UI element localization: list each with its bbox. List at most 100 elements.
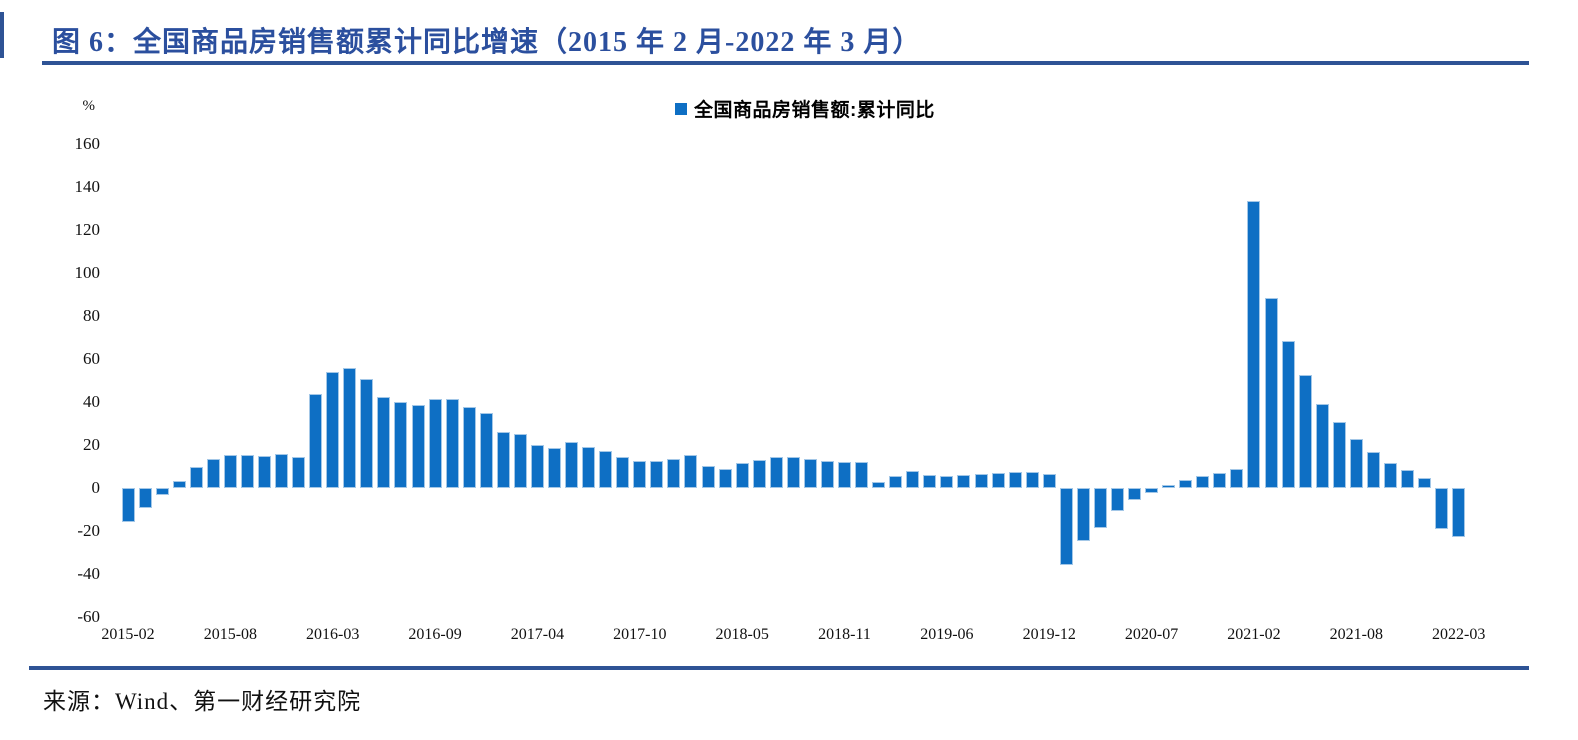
- bar: [1042, 474, 1056, 488]
- bar: [889, 475, 903, 488]
- chart-legend: 全国商品房销售额:累计同比: [675, 95, 935, 122]
- bar: [616, 456, 630, 488]
- bar: [991, 472, 1005, 488]
- bar: [428, 399, 442, 488]
- bar: [360, 378, 374, 488]
- x-tick-label: 2020-07: [1124, 626, 1179, 643]
- x-tick-label: 2018-05: [715, 626, 769, 643]
- bar: [1315, 404, 1329, 488]
- bar: [1179, 480, 1193, 488]
- x-tick-label: 2021-02: [1227, 626, 1281, 643]
- bar: [411, 404, 425, 488]
- bar: [769, 457, 783, 488]
- bar: [1110, 488, 1124, 511]
- figure-title: 图 6：全国商品房销售额累计同比增速（2015 年 2 月-2022 年 3 月…: [52, 27, 922, 58]
- bar: [462, 407, 476, 488]
- y-tick-label: 120: [74, 220, 101, 239]
- header-left-border: [0, 12, 4, 58]
- bar: [1281, 341, 1295, 488]
- bar: [257, 455, 271, 488]
- bar: [1366, 452, 1380, 488]
- x-tick-label: 2019-06: [920, 626, 974, 643]
- bar: [1332, 421, 1346, 488]
- bar: [121, 488, 135, 522]
- bar: [1213, 472, 1227, 488]
- bar: [701, 465, 715, 488]
- y-axis-unit-label: %: [82, 98, 96, 114]
- title-underline: [42, 61, 1529, 65]
- y-tick-label: 160: [74, 134, 101, 153]
- bar: [1162, 484, 1176, 488]
- bar: [479, 413, 493, 488]
- x-tick-label: 2017-04: [510, 626, 565, 643]
- bar: [292, 457, 306, 488]
- y-tick-label: 100: [74, 263, 101, 282]
- y-tick-label: 80: [83, 306, 100, 325]
- bar: [1383, 462, 1397, 488]
- bar: [855, 461, 869, 488]
- bar: [530, 444, 544, 488]
- bar: [1076, 488, 1090, 542]
- x-tick-label: 2015-08: [203, 626, 258, 643]
- x-tick-label: 2022-03: [1432, 626, 1486, 643]
- y-tick-label: -40: [77, 564, 100, 583]
- x-tick-label: 2019-12: [1022, 626, 1076, 643]
- bar: [1298, 375, 1312, 488]
- bar: [1349, 438, 1363, 488]
- bar: [1059, 488, 1073, 566]
- bar: [548, 448, 561, 488]
- legend-label: 全国商品房销售额:累计同比: [694, 100, 935, 121]
- x-tick-label: 2021-08: [1329, 626, 1383, 643]
- x-tick-label: 2018-11: [818, 626, 871, 643]
- y-tick-label: 20: [83, 435, 100, 454]
- legend-square-icon: [675, 102, 687, 115]
- bar: [1093, 488, 1107, 528]
- bar: [1452, 488, 1466, 537]
- bar: [838, 461, 852, 488]
- bar: [1401, 469, 1414, 488]
- bar: [1435, 488, 1449, 530]
- bar: [582, 447, 596, 488]
- bar: [1264, 297, 1278, 488]
- bottom-rule: [29, 666, 1529, 670]
- bar: [394, 402, 408, 488]
- bar: [445, 399, 459, 488]
- x-tick-label: 2016-09: [408, 626, 462, 643]
- bar: [1008, 472, 1022, 488]
- bar: [735, 462, 749, 488]
- bar: [1196, 475, 1210, 488]
- y-tick-label: -60: [77, 607, 100, 626]
- bar: [872, 481, 886, 488]
- bar: [1418, 477, 1432, 488]
- bar: [240, 455, 254, 488]
- x-tick-label: 2015-02: [101, 626, 155, 643]
- bar: [155, 488, 169, 495]
- bar: [633, 460, 647, 488]
- bar: [684, 455, 698, 488]
- bar: [189, 466, 203, 488]
- x-tick-label: 2017-10: [613, 626, 667, 643]
- source-text: 来源：Wind、第一财经研究院: [43, 689, 362, 714]
- bar: [820, 461, 834, 488]
- bar: [206, 459, 220, 488]
- bar: [974, 473, 988, 488]
- bar: [377, 397, 391, 488]
- bar: [957, 474, 971, 488]
- bar: [496, 432, 510, 488]
- bar: [599, 451, 613, 488]
- bar: [1247, 201, 1261, 488]
- bar: [803, 459, 817, 488]
- bar: [718, 468, 732, 488]
- bar: [223, 455, 237, 488]
- bar: [1128, 488, 1142, 500]
- bar: [275, 454, 289, 488]
- bar: [138, 488, 152, 508]
- bar: [326, 371, 340, 488]
- x-tick-label: 2016-03: [306, 626, 360, 643]
- bar: [923, 474, 937, 488]
- y-tick-label: 140: [74, 177, 101, 196]
- bar: [565, 441, 579, 488]
- bar: [752, 459, 766, 488]
